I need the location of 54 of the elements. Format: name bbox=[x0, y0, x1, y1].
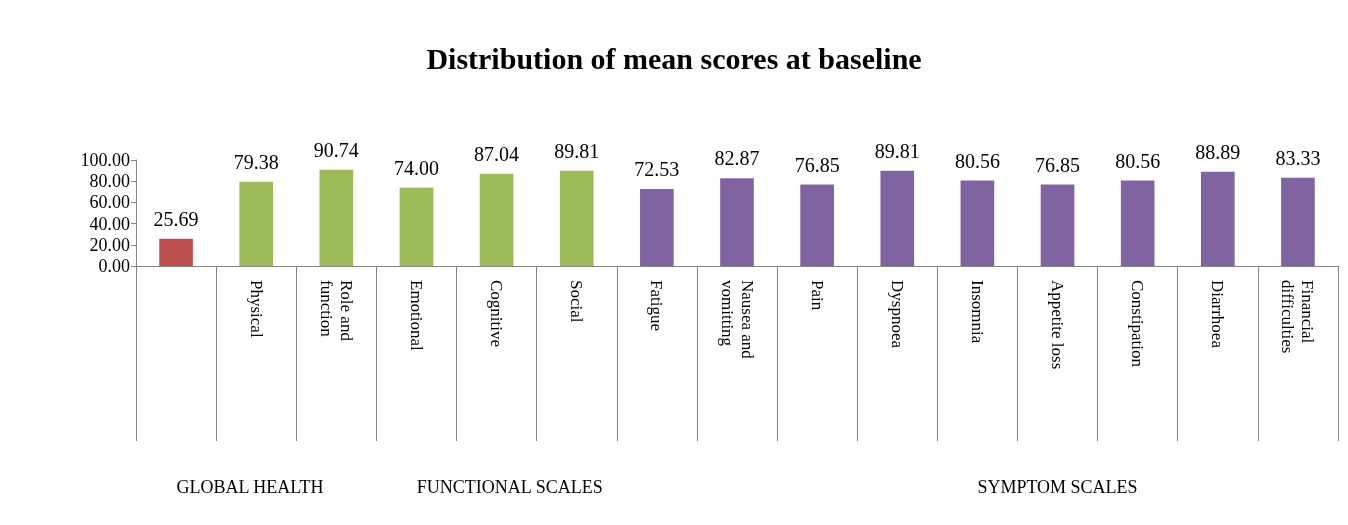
y-tick-label: 20.00 bbox=[89, 234, 130, 255]
x-tick-label: Emotional bbox=[406, 280, 426, 352]
x-tick-label: Insomnia bbox=[967, 280, 987, 344]
data-label: 80.56 bbox=[954, 149, 1000, 172]
y-tick-label: 0.00 bbox=[98, 256, 130, 276]
data-label: 74.00 bbox=[393, 156, 439, 179]
data-label: 82.87 bbox=[714, 147, 760, 170]
data-label: 79.38 bbox=[233, 150, 279, 173]
data-label: 72.53 bbox=[634, 158, 680, 181]
data-label: 80.56 bbox=[1115, 149, 1161, 172]
y-tick-label: 40.00 bbox=[89, 213, 130, 234]
chart-title: Distribution of mean scores at baseline bbox=[426, 41, 922, 75]
bar bbox=[559, 170, 594, 266]
x-tick-label: Diarrhoea bbox=[1208, 280, 1228, 349]
x-tick-label: Dyspnoea bbox=[887, 280, 907, 349]
bar bbox=[479, 173, 514, 266]
data-label: 76.85 bbox=[1035, 153, 1081, 176]
x-tick-label: Fatigue bbox=[647, 280, 667, 331]
x-tick-label: Social bbox=[567, 280, 587, 323]
bar bbox=[960, 180, 995, 266]
x-tick-label: Nausea and vomitting bbox=[717, 280, 757, 364]
x-tick-label: Financial difficulties bbox=[1278, 280, 1318, 354]
x-tick-label: Role and function bbox=[316, 280, 356, 346]
bar bbox=[319, 169, 354, 266]
bar bbox=[1120, 180, 1155, 266]
bar bbox=[640, 189, 674, 266]
data-label: 89.81 bbox=[554, 139, 600, 162]
bar bbox=[159, 238, 193, 266]
bar bbox=[399, 187, 434, 266]
text: SYMPTOM SCALES bbox=[977, 477, 1138, 497]
data-label: 89.81 bbox=[874, 139, 920, 162]
x-tick-label: Appetite loss bbox=[1048, 280, 1068, 370]
data-label: 88.89 bbox=[1195, 140, 1241, 163]
data-label: 90.74 bbox=[313, 138, 359, 161]
bar bbox=[1281, 177, 1315, 266]
data-label: 87.04 bbox=[474, 142, 520, 165]
bar bbox=[720, 178, 754, 266]
y-tick-label: 100.00 bbox=[80, 150, 130, 170]
x-tick-label: Pain bbox=[807, 280, 827, 311]
bar bbox=[880, 170, 915, 266]
bar bbox=[1040, 184, 1075, 266]
x-tick-label: Constipation bbox=[1128, 280, 1148, 368]
data-label: 76.85 bbox=[794, 153, 840, 176]
data-label: 25.69 bbox=[153, 207, 199, 230]
text: GLOBAL HEALTH bbox=[176, 477, 324, 497]
bar bbox=[239, 181, 274, 266]
x-tick-label: Physical bbox=[246, 280, 266, 338]
bar bbox=[800, 184, 834, 266]
y-tick-label: 80.00 bbox=[89, 171, 130, 192]
bar bbox=[1200, 171, 1235, 266]
y-tick-label: 60.00 bbox=[89, 192, 130, 213]
x-tick-label: Cognitive bbox=[487, 280, 507, 348]
data-label: 83.33 bbox=[1275, 146, 1321, 169]
text: FUNCTIONAL SCALES bbox=[416, 477, 603, 497]
